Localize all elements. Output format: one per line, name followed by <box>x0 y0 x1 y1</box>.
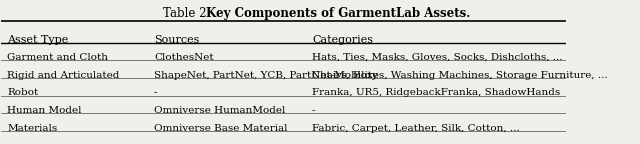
Text: ClothesNet: ClothesNet <box>154 53 214 62</box>
Text: Table 2:: Table 2: <box>163 7 214 20</box>
Text: Hats, Ties, Masks, Gloves, Socks, Dishcloths, ...: Hats, Ties, Masks, Gloves, Socks, Dishcl… <box>312 53 563 62</box>
Text: Chairs, Boxes, Washing Machines, Storage Furniture, ...: Chairs, Boxes, Washing Machines, Storage… <box>312 71 607 80</box>
Text: ShapeNet, PartNet, YCB, PartNet-Mobility: ShapeNet, PartNet, YCB, PartNet-Mobility <box>154 71 378 80</box>
Text: Categories: Categories <box>312 35 373 45</box>
Text: -: - <box>312 106 316 115</box>
Text: Rigid and Articulated: Rigid and Articulated <box>7 71 120 80</box>
Text: Sources: Sources <box>154 35 199 45</box>
Text: Franka, UR5, RidgebackFranka, ShadowHands: Franka, UR5, RidgebackFranka, ShadowHand… <box>312 88 560 97</box>
Text: Garment and Cloth: Garment and Cloth <box>7 53 108 62</box>
Text: Fabric, Carpet, Leather, Silk, Cotton, ...: Fabric, Carpet, Leather, Silk, Cotton, .… <box>312 124 520 132</box>
Text: Materials: Materials <box>7 124 58 132</box>
Text: Omniverse HumanModel: Omniverse HumanModel <box>154 106 285 115</box>
Text: Omniverse Base Material: Omniverse Base Material <box>154 124 287 132</box>
Text: Human Model: Human Model <box>7 106 81 115</box>
Text: Key Components of GarmentLab Assets.: Key Components of GarmentLab Assets. <box>206 7 470 20</box>
Text: Asset Type: Asset Type <box>7 35 68 45</box>
Text: Robot: Robot <box>7 88 38 97</box>
Text: -: - <box>154 88 157 97</box>
